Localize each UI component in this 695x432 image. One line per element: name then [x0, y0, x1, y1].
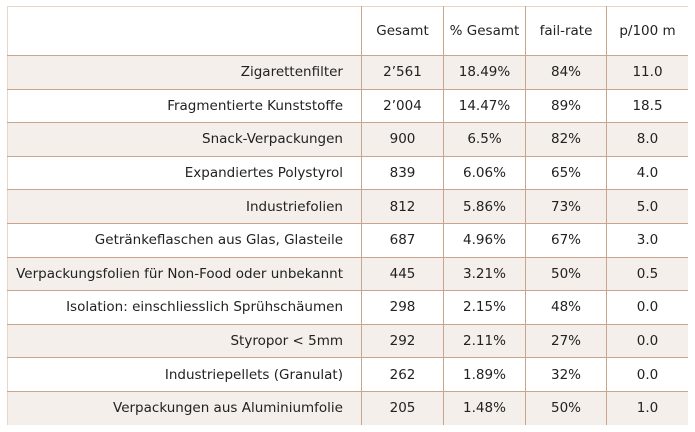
gesamt-cell: 205: [361, 390, 444, 425]
row-label-cell: Industriepellets (Granulat): [7, 357, 362, 392]
table-row: Zigarettenfilter 2’561 18.49% 84% 11.0: [7, 55, 688, 90]
gesamt-cell: 900: [361, 122, 444, 157]
per-100m-cell: 5.0: [606, 189, 688, 224]
table-body: Zigarettenfilter 2’561 18.49% 84% 11.0 Fragme…: [7, 55, 688, 425]
percent-gesamt-cell: 1.48%: [443, 390, 526, 425]
row-label-cell: Industriefolien: [7, 189, 362, 224]
per-100m-cell: 0.0: [606, 357, 688, 392]
table-row: Fragmentierte Kunststoffe 2’004 14.47% 89% 1…: [7, 88, 688, 124]
row-label-cell: Verpackungsfolien für Non-Food oder unbe…: [7, 256, 362, 292]
header-label-column: [7, 6, 362, 56]
table-row: Getränkeflaschen aus Glas, Glasteile 687 4…: [7, 222, 688, 258]
row-label: Snack-Verpackungen: [202, 131, 343, 148]
header-percent-gesamt: % Gesamt: [443, 6, 526, 56]
fail-rate-cell: 50%: [525, 390, 607, 425]
gesamt-cell: 298: [361, 290, 444, 325]
fail-rate-cell: 48%: [525, 290, 607, 325]
fail-rate-cell: 89%: [525, 88, 607, 124]
fail-rate-cell: 50%: [525, 256, 607, 292]
gesamt-cell: 445: [361, 256, 444, 292]
row-label: Styropor < 5mm: [230, 333, 343, 350]
row-label-cell: Snack-Verpackungen: [7, 122, 362, 157]
gesamt-cell: 687: [361, 222, 444, 258]
fail-rate-cell: 67%: [525, 222, 607, 258]
percent-gesamt-cell: 14.47%: [443, 88, 526, 124]
percent-gesamt-cell: 1.89%: [443, 357, 526, 392]
fail-rate-cell: 32%: [525, 357, 607, 392]
per-100m-cell: 4.0: [606, 155, 688, 191]
percent-gesamt-cell: 3.21%: [443, 256, 526, 292]
per-100m-cell: 1.0: [606, 390, 688, 425]
row-label: Getränkeflaschen aus Glas, Glasteile: [94, 232, 343, 249]
percent-gesamt-cell: 6.5%: [443, 122, 526, 157]
per-100m-cell: 3.0: [606, 222, 688, 258]
header-fail-rate: fail-rate: [525, 6, 607, 56]
gesamt-cell: 262: [361, 357, 444, 392]
table-row: Snack-Verpackungen 900 6.5% 82% 8.0: [7, 122, 688, 157]
percent-gesamt-cell: 5.86%: [443, 189, 526, 224]
table-row: Industriefolien 812 5.86% 73% 5.0: [7, 189, 688, 224]
row-label: Verpackungsfolien für Non-Food oder unbe…: [16, 265, 343, 282]
row-label-cell: Expandiertes Polystyrol: [7, 155, 362, 191]
row-label: Fragmentierte Kunststoffe: [167, 97, 343, 114]
row-label-cell: Zigarettenfilter: [7, 55, 362, 90]
per-100m-cell: 8.0: [606, 122, 688, 157]
fail-rate-cell: 27%: [525, 323, 607, 359]
row-label-cell: Styropor < 5mm: [7, 323, 362, 359]
data-table: Gesamt % Gesamt fail-rate p/100 m Zigare…: [7, 6, 688, 425]
per-100m-cell: 0.0: [606, 323, 688, 359]
percent-gesamt-cell: 4.96%: [443, 222, 526, 258]
gesamt-cell: 2’561: [361, 55, 444, 90]
per-100m-cell: 18.5: [606, 88, 688, 124]
row-label-cell: Fragmentierte Kunststoffe: [7, 88, 362, 124]
row-label: Industriefolien: [246, 198, 343, 215]
gesamt-cell: 839: [361, 155, 444, 191]
header-per-100m: p/100 m: [606, 6, 688, 56]
table-row: Expandiertes Polystyrol 839 6.06% 65% 4.0: [7, 155, 688, 191]
row-label: Expandiertes Polystyrol: [184, 165, 343, 182]
fail-rate-cell: 82%: [525, 122, 607, 157]
table-row: Verpackungsfolien für Non-Food oder unbe…: [7, 256, 688, 292]
row-label: Industriepellets (Granulat): [164, 366, 343, 383]
fail-rate-cell: 73%: [525, 189, 607, 224]
gesamt-cell: 2’004: [361, 88, 444, 124]
percent-gesamt-cell: 18.49%: [443, 55, 526, 90]
per-100m-cell: 0.0: [606, 290, 688, 325]
data-table-container: Gesamt % Gesamt fail-rate p/100 m Zigare…: [7, 6, 688, 425]
table-row: Verpackungen aus Aluminiumfolie 205 1.48% 5…: [7, 390, 688, 425]
table-row: Styropor < 5mm 292 2.11% 27% 0.0: [7, 323, 688, 359]
row-label: Isolation: einschliesslich Sprühschäumen: [66, 299, 343, 316]
fail-rate-cell: 84%: [525, 55, 607, 90]
percent-gesamt-cell: 2.11%: [443, 323, 526, 359]
row-label: Verpackungen aus Aluminiumfolie: [113, 400, 343, 417]
per-100m-cell: 0.5: [606, 256, 688, 292]
percent-gesamt-cell: 2.15%: [443, 290, 526, 325]
row-label-cell: Verpackungen aus Aluminiumfolie: [7, 390, 362, 425]
fail-rate-cell: 65%: [525, 155, 607, 191]
gesamt-cell: 812: [361, 189, 444, 224]
table-row: Isolation: einschliesslich Sprühschäumen…: [7, 290, 688, 325]
row-label-cell: Isolation: einschliesslich Sprühschäumen: [7, 290, 362, 325]
per-100m-cell: 11.0: [606, 55, 688, 90]
gesamt-cell: 292: [361, 323, 444, 359]
table-row: Industriepellets (Granulat) 262 1.89% 32% 0.…: [7, 357, 688, 392]
header-gesamt: Gesamt: [361, 6, 444, 56]
header-row: Gesamt % Gesamt fail-rate p/100 m: [7, 6, 688, 56]
row-label: Zigarettenfilter: [240, 64, 343, 81]
percent-gesamt-cell: 6.06%: [443, 155, 526, 191]
row-label-cell: Getränkeflaschen aus Glas, Glasteile: [7, 222, 362, 258]
